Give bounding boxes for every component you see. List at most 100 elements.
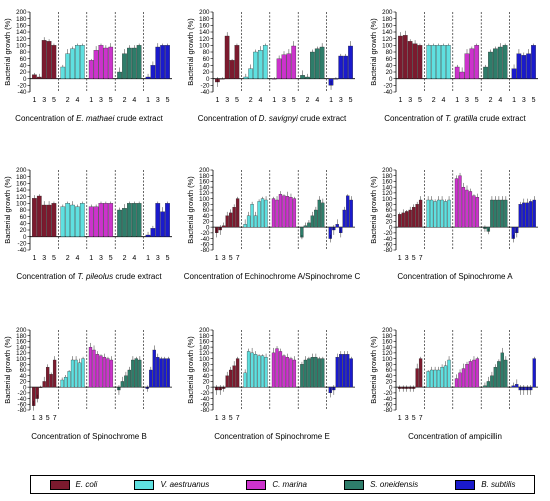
bar bbox=[243, 372, 247, 388]
bar bbox=[500, 352, 504, 388]
x-tick-label: 1 bbox=[329, 97, 333, 104]
y-tick-label: 140 bbox=[16, 29, 27, 36]
bar bbox=[122, 53, 127, 79]
bar bbox=[75, 45, 80, 79]
x-tick-label: 4 bbox=[442, 97, 446, 104]
x-tick-label: 3 bbox=[522, 97, 526, 104]
x-tick-label: 1 bbox=[215, 415, 219, 422]
y-tick-label: 160 bbox=[16, 23, 27, 30]
bar bbox=[79, 203, 85, 237]
legend-swatch bbox=[49, 479, 70, 490]
bar bbox=[257, 355, 261, 388]
x-tick-label: 5 bbox=[109, 97, 113, 104]
bar bbox=[511, 68, 517, 79]
bar bbox=[70, 359, 75, 388]
x-tick-label: 2 bbox=[66, 255, 70, 262]
y-tick-label: 60 bbox=[20, 214, 27, 221]
y-tick-label: 140 bbox=[16, 344, 27, 351]
y-tick-label: 20 bbox=[386, 69, 393, 76]
x-tick-label: 5 bbox=[412, 255, 416, 262]
bar bbox=[415, 368, 419, 388]
y-tick-label: -40 bbox=[201, 236, 211, 243]
x-tick-label: 3 bbox=[39, 415, 43, 422]
bar bbox=[408, 209, 412, 228]
bar bbox=[262, 45, 268, 79]
bar bbox=[75, 206, 80, 237]
bar bbox=[271, 352, 276, 388]
x-axis-title: Concentration of Echinochrome A/Spinochr… bbox=[184, 272, 361, 281]
y-tick-label: -60 bbox=[201, 241, 211, 248]
bar bbox=[282, 355, 286, 388]
bar bbox=[36, 76, 42, 79]
bar bbox=[155, 203, 161, 237]
bar bbox=[526, 53, 531, 79]
bar bbox=[486, 381, 491, 388]
bar bbox=[490, 199, 494, 228]
y-tick-label: -20 bbox=[18, 390, 28, 397]
x-axis-title: Concentration of T. pileolus crude extra… bbox=[16, 272, 162, 281]
bar bbox=[108, 203, 114, 237]
bar bbox=[475, 358, 480, 388]
y-tick-label: 180 bbox=[16, 333, 27, 340]
legend-label: S. oneidensis bbox=[370, 480, 419, 489]
x-tick-label: 3 bbox=[405, 415, 409, 422]
y-tick-label: 40 bbox=[203, 213, 210, 220]
y-tick-label: 80 bbox=[386, 49, 393, 56]
x-tick-label: 5 bbox=[412, 415, 416, 422]
bar bbox=[472, 359, 476, 388]
bar bbox=[260, 198, 265, 228]
x-tick-label: 1 bbox=[398, 97, 402, 104]
bar bbox=[461, 368, 466, 388]
y-tick-label: -20 bbox=[201, 230, 211, 237]
bar bbox=[504, 359, 508, 388]
x-axis-title: Concentration of D. savignyi crude extra… bbox=[198, 114, 347, 123]
y-tick-label: -20 bbox=[384, 83, 394, 90]
bar bbox=[98, 45, 104, 79]
y-tick-label: 180 bbox=[16, 174, 27, 181]
x-tick-label: 5 bbox=[349, 97, 353, 104]
y-tick-label: 40 bbox=[20, 373, 27, 380]
y-axis-label: Bacterial growth (%) bbox=[186, 336, 195, 404]
y-tick-label: 20 bbox=[386, 219, 393, 226]
y-tick-label: 120 bbox=[16, 194, 27, 201]
y-tick-label: -20 bbox=[18, 83, 28, 90]
bar bbox=[307, 358, 311, 388]
y-tick-label: 120 bbox=[16, 350, 27, 357]
y-tick-label: -40 bbox=[384, 396, 394, 403]
bar bbox=[281, 54, 287, 79]
bar bbox=[131, 359, 135, 388]
y-tick-label: 140 bbox=[382, 184, 393, 191]
bar bbox=[46, 204, 52, 237]
x-tick-label: 1 bbox=[455, 97, 459, 104]
y-tick-label: -40 bbox=[201, 89, 211, 96]
y-tick-label: 180 bbox=[199, 173, 210, 180]
bar bbox=[103, 203, 109, 237]
x-axis-title-prefix: Concentration of bbox=[384, 114, 445, 123]
y-tick-label: 40 bbox=[20, 63, 27, 70]
y-tick-label: 160 bbox=[382, 339, 393, 346]
y-tick-label: -80 bbox=[18, 407, 28, 414]
bar bbox=[39, 386, 43, 388]
bar bbox=[418, 199, 423, 228]
bar bbox=[398, 214, 402, 228]
bar bbox=[291, 45, 297, 79]
y-tick-label: 160 bbox=[382, 179, 393, 186]
y-tick-label: 40 bbox=[386, 63, 393, 70]
x-axis-title-species: D. savignyi bbox=[259, 114, 298, 123]
bar bbox=[225, 375, 229, 388]
y-tick-label: 0 bbox=[389, 224, 393, 231]
x-tick-label: 1 bbox=[89, 97, 93, 104]
bar bbox=[152, 349, 156, 388]
y-tick-label: -60 bbox=[384, 241, 394, 248]
bar bbox=[41, 40, 47, 79]
bar bbox=[51, 203, 57, 237]
y-tick-label: 0 bbox=[23, 76, 27, 83]
bar bbox=[305, 76, 310, 79]
y-tick-label: 20 bbox=[20, 227, 27, 234]
bar bbox=[346, 195, 350, 228]
bar bbox=[483, 385, 487, 388]
x-tick-label: 3 bbox=[42, 255, 46, 262]
x-tick-label: 3 bbox=[339, 97, 343, 104]
